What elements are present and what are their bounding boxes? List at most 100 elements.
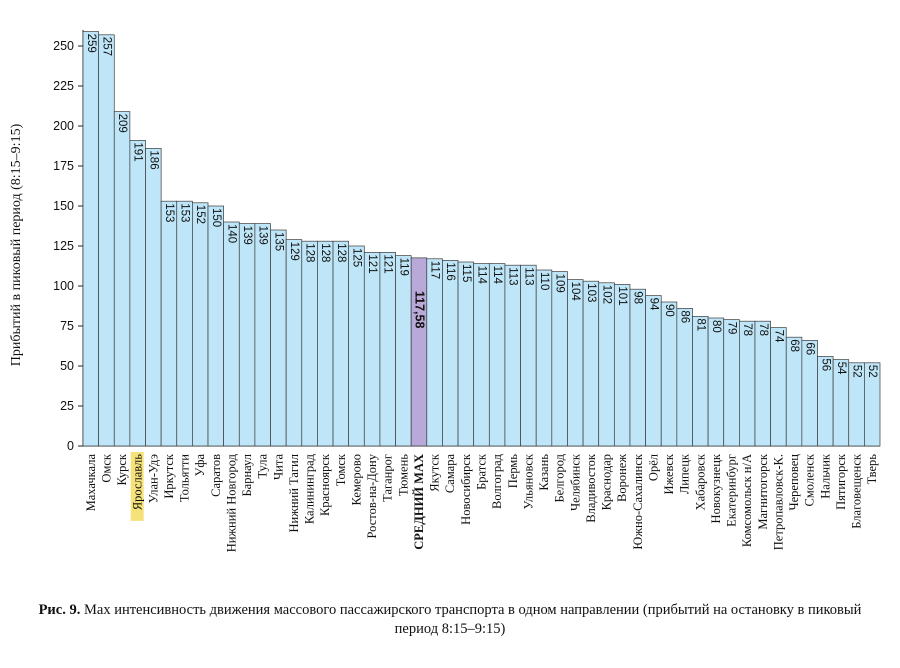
category-label: Екатеринбург (725, 454, 739, 527)
category-label: Череповец (787, 454, 801, 511)
bar-value-label: 103 (585, 283, 597, 302)
category-label: Омск (99, 453, 113, 482)
y-tick-label: 175 (53, 159, 74, 173)
bar (739, 320, 756, 447)
category-label-group: Казань (537, 454, 551, 491)
category-label: Саратов (209, 454, 223, 497)
category-label: Нальчик (818, 453, 832, 499)
category-label: Тверь (865, 454, 879, 485)
category-label-group: Череповец (787, 454, 801, 511)
category-label-group: Хабаровск (693, 453, 707, 510)
category-label: Калининград (303, 453, 317, 524)
category-label-group: Владивосток (584, 453, 598, 523)
category-label: Новокузнецк (709, 453, 723, 523)
bar (82, 31, 99, 447)
bar (348, 245, 365, 447)
category-label: Новосибирск (459, 453, 473, 525)
bar (332, 240, 350, 447)
bar-value-label: 52 (851, 365, 863, 378)
bar-value-label: 56 (819, 358, 831, 371)
y-axis-label: Прибытий в пиковый период (8:15–9:15) (9, 123, 24, 366)
category-label-group: Белгород (553, 453, 567, 502)
category-label: Смоленск (803, 453, 817, 506)
category-label: Петропавловск-К. (771, 454, 785, 550)
bar-value-label: 110 (538, 272, 550, 290)
bar (442, 260, 459, 447)
category-label: Ульяновск (521, 453, 535, 509)
y-tick-label: 100 (53, 279, 74, 293)
bar-value-label: 140 (225, 224, 237, 243)
bar (785, 336, 803, 447)
category-label-group: Пятигорск (834, 453, 848, 510)
bar-value-label: 139 (241, 226, 253, 245)
category-label-group: Самара (443, 454, 457, 494)
bar-value-label: 115 (460, 264, 472, 282)
bar-value-label: 114 (491, 266, 503, 285)
category-label: Тольятти (178, 454, 192, 502)
category-label: Казань (537, 454, 551, 491)
bar (379, 252, 396, 447)
bar-value-label: 128 (319, 243, 331, 262)
bar-value-label: 152 (194, 205, 206, 224)
bar (473, 263, 490, 447)
caption-text: Мах интенсивность движения массового пас… (83, 602, 862, 637)
category-label: Воронеж (615, 454, 629, 502)
bar (504, 264, 521, 447)
bar (520, 264, 537, 447)
bar-value-label: 94 (647, 298, 659, 311)
bar-value-label: 78 (757, 323, 769, 336)
category-label-group: Якутск (428, 453, 442, 492)
bar (613, 284, 631, 447)
y-tick-label: 200 (53, 119, 74, 133)
bar (770, 327, 787, 447)
bar-value-label: 113 (507, 267, 519, 285)
category-label-group: Пермь (506, 454, 520, 489)
y-tick-label: 225 (53, 79, 74, 93)
bar (207, 205, 224, 447)
category-label-group: СРЕДНИЙ MAX (412, 454, 426, 550)
category-label: Волгоград (490, 453, 504, 509)
bar-value-label: 209 (116, 114, 128, 133)
category-label: Уфа (193, 454, 207, 477)
category-label: Самара (443, 454, 457, 494)
bar-value-label: 113 (522, 267, 534, 285)
y-tick-label: 50 (60, 359, 74, 373)
category-label-group: Чита (271, 454, 285, 480)
category-label: Тюмень (396, 454, 410, 496)
bar (238, 223, 256, 447)
bar-value-label: 153 (163, 203, 175, 222)
bar (457, 261, 475, 447)
bar (535, 269, 553, 447)
category-label: Братск (475, 453, 489, 490)
category-label: Якутск (428, 453, 442, 492)
category-label: Хабаровск (693, 453, 707, 510)
category-label: Пермь (506, 454, 520, 489)
bar-value-label: 121 (366, 254, 378, 273)
category-label-group: Нижний Новгород (224, 453, 238, 552)
bar-value-label: 139 (257, 226, 269, 245)
category-label-group: Тюмень (396, 454, 410, 496)
category-label-group: Калининград (303, 453, 317, 524)
highlight-marker (130, 452, 144, 521)
category-label: Владивосток (584, 453, 598, 523)
bar (488, 263, 506, 447)
category-label-group: Волгоград (490, 453, 504, 509)
bar (582, 280, 600, 447)
category-label: Чита (271, 454, 285, 480)
category-label: Махачкала (84, 454, 98, 512)
category-label: Комсомольск н/А (740, 454, 754, 547)
category-label-group: Орёл (646, 454, 660, 481)
bar (317, 240, 334, 447)
bar (629, 288, 646, 447)
bar (551, 271, 568, 447)
bar (692, 316, 709, 447)
bar (754, 320, 771, 447)
category-label: Красноярск (318, 453, 332, 516)
category-label-group: Челябинск (568, 453, 582, 511)
bar-value-label: 150 (210, 208, 222, 227)
category-label-group: Ижевск (662, 453, 676, 494)
category-label: Кемерово (349, 454, 363, 505)
bar-value-label: 66 (804, 342, 816, 355)
category-label: Иркутск (162, 453, 176, 499)
